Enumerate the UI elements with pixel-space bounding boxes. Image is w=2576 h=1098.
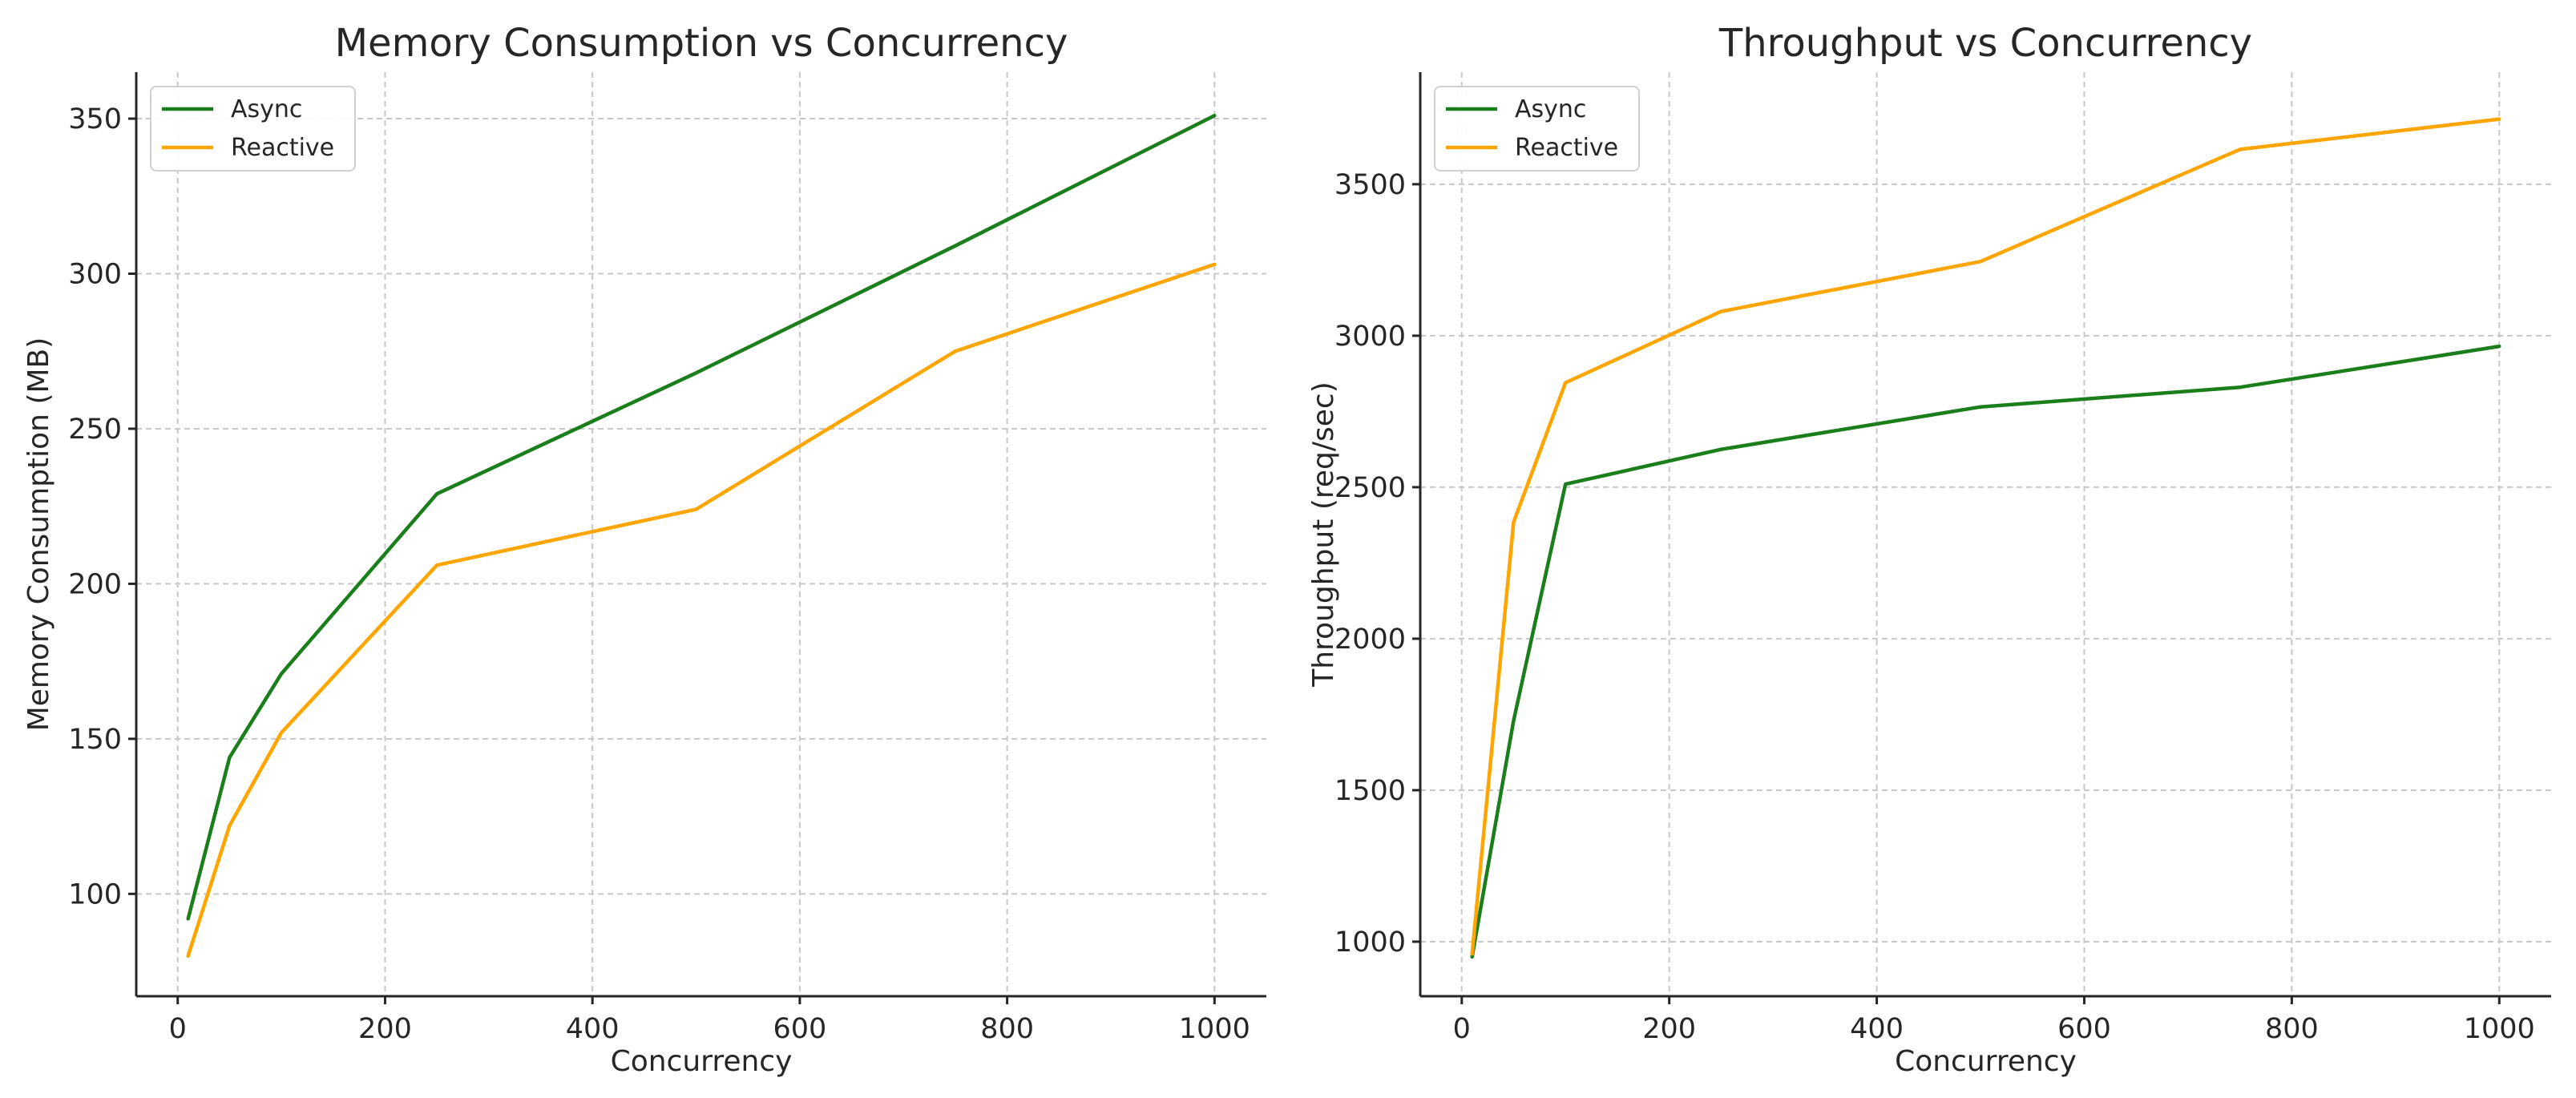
x-tick-label: 1000 [1179, 1013, 1250, 1045]
throughput-chart: 0 200 400 600 800 1000 1000 1500 2000 2500 3000 350… [1307, 21, 2551, 1078]
x-tick-label: 600 [2057, 1013, 2111, 1045]
x-tick-label: 200 [358, 1013, 412, 1045]
y-tick-label: 3500 [1334, 169, 1406, 201]
y-axis-label: Throughput (req/sec) [1307, 381, 1340, 687]
x-tick-label: 1000 [2464, 1013, 2535, 1045]
series-line-async [1470, 344, 2501, 959]
legend-label-reactive: Reactive [1515, 134, 1618, 162]
series-line-async [186, 113, 1217, 921]
y-tick-label: 300 [68, 258, 122, 290]
x-axis-label: Concurrency [1895, 1045, 2077, 1078]
x-tick-label: 800 [2265, 1013, 2319, 1045]
x-axis-label: Concurrency [611, 1045, 793, 1078]
legend-label-reactive: Reactive [231, 134, 334, 162]
x-tick-label: 400 [566, 1013, 620, 1045]
x-tick-label: 200 [1642, 1013, 1696, 1045]
x-tick-label: 400 [1850, 1013, 1904, 1045]
x-tick-label: 600 [773, 1013, 826, 1045]
memory-chart: 0 200 400 600 800 1000 100 150 200 250 300 350 Memor… [22, 21, 1266, 1078]
legend-label-async: Async [231, 95, 302, 123]
y-tick-label: 2500 [1334, 472, 1406, 504]
x-tick-label: 0 [169, 1013, 187, 1045]
y-tick-label: 250 [68, 414, 122, 446]
memory-chart-panel: 0 200 400 600 800 1000 100 150 200 250 300 350 Memor… [22, 21, 1266, 1078]
y-axis-label: Memory Consumption (MB) [22, 337, 55, 732]
x-tick-label: 800 [980, 1013, 1034, 1045]
x-tick-label: 0 [1453, 1013, 1471, 1045]
chart-title: Throughput vs Concurrency [1718, 21, 2252, 66]
series-line-reactive [1470, 117, 2501, 956]
throughput-chart-panel: 0 200 400 600 800 1000 1000 1500 2000 2500 3000 350… [1288, 0, 2576, 1098]
y-tick-label: 1000 [1334, 926, 1406, 959]
y-tick-label: 3000 [1334, 321, 1406, 353]
legend-label-async: Async [1515, 95, 1586, 123]
y-tick-label: 100 [68, 878, 122, 910]
chart-title: Memory Consumption vs Concurrency [335, 21, 1068, 66]
y-tick-label: 200 [68, 568, 122, 600]
y-tick-label: 150 [68, 724, 122, 756]
y-tick-label: 350 [68, 103, 122, 135]
y-tick-label: 1500 [1334, 775, 1406, 807]
series-line-reactive [186, 262, 1217, 958]
y-tick-label: 2000 [1334, 624, 1406, 656]
